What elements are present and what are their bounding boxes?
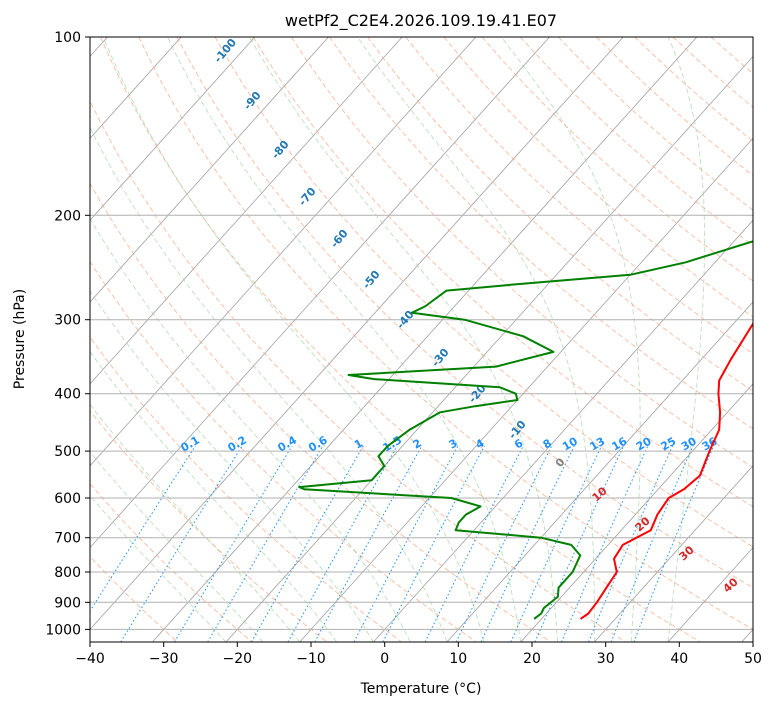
y-axis-title: Pressure (hPa) [12,289,28,389]
moist-adiabat-line [90,126,448,642]
dry-adiabat-line [90,336,402,642]
chart-title: wetPf2_C2E4.2026.109.19.41.E07 [285,11,557,31]
dry-adiabat-line [405,37,753,355]
x-tick-label: 10 [449,651,467,667]
moist-adiabat-line [166,37,522,642]
isotherm-line [520,383,753,642]
y-tick-label: 1000 [45,622,81,638]
y-tick-label: 100 [54,30,81,46]
isotherm-line [446,301,753,642]
mixing-ratio-line [207,445,324,642]
x-axis-ticks: −40 −30 −20 −10 0 10 20 30 40 50 [75,642,762,667]
mixing-ratio-line [588,445,673,642]
y-axis-ticks: 100 200 300 400 500 600 700 800 900 1000 [45,30,90,638]
mixing-ratio-line [174,445,293,642]
dry-adiabat-line [290,37,753,468]
mixing-ratio-line [424,445,524,642]
moist-adiabat-line [501,37,641,642]
y-tick-label: 900 [54,595,81,611]
dry-adiabat-line [90,555,178,642]
x-tick-label: −10 [296,651,326,667]
moist-adiabat-line [90,350,337,642]
x-tick-label: 40 [670,651,688,667]
y-tick-label: 400 [54,387,81,403]
x-tick-label: −30 [149,651,179,667]
x-tick-label: 50 [744,651,762,667]
dry-adiabat-line [90,260,477,642]
moist-adiabat-line [102,37,485,642]
sounding-series [298,240,753,620]
dry-adiabat-line [90,483,253,642]
isotherm-line [299,137,753,642]
isotherm-line [90,37,477,467]
dewpoint-line [298,240,753,620]
isotherm-line [90,37,256,221]
x-tick-label: −20 [223,651,253,667]
y-tick-label: 300 [54,313,81,329]
mixing-ratio-line [287,445,398,642]
y-tick-label: 200 [54,208,81,224]
y-tick-label: 800 [54,565,81,581]
pressure-gridlines [90,37,753,630]
y-tick-label: 700 [54,531,81,547]
dry-adiabat-line [367,37,753,392]
x-tick-label: 30 [597,651,615,667]
plot-frame [89,36,754,643]
y-tick-label: 500 [54,444,81,460]
moist-adiabat-line [90,451,264,642]
x-tick-label: −40 [75,651,105,667]
isotherm-line [90,37,550,549]
isotherm-line [373,219,753,642]
x-tick-label: 20 [523,651,541,667]
x-tick-label: 0 [380,651,389,667]
moist-adiabat-line [357,37,595,642]
x-axis-title: Temperature (°C) [360,681,482,697]
isotherm-line [594,465,753,642]
mixing-ratio-line [480,445,575,642]
y-tick-label: 600 [54,491,81,507]
mixing-ratio-line [314,445,423,642]
dry-adiabat-line [90,99,626,642]
isotherm-line [225,55,753,642]
dry-adiabat-line [100,37,701,642]
mixing-ratio-line [120,445,243,642]
dry-adiabat-line [138,37,753,630]
isotherm-line [90,37,403,385]
mixing-ratio-line [382,445,485,642]
moist-adiabat-line [90,290,374,642]
moist-adiabat-line [90,403,301,642]
mixing-ratio-line [455,445,553,642]
dry-adiabat-line [252,37,753,508]
mixing-ratio-line [561,445,649,642]
moist-adiabat-line [90,217,411,642]
isotherm-line [90,37,329,303]
temperature-line [579,321,753,620]
isotherm-line [152,37,698,642]
moist-adiabat-line [90,495,227,642]
